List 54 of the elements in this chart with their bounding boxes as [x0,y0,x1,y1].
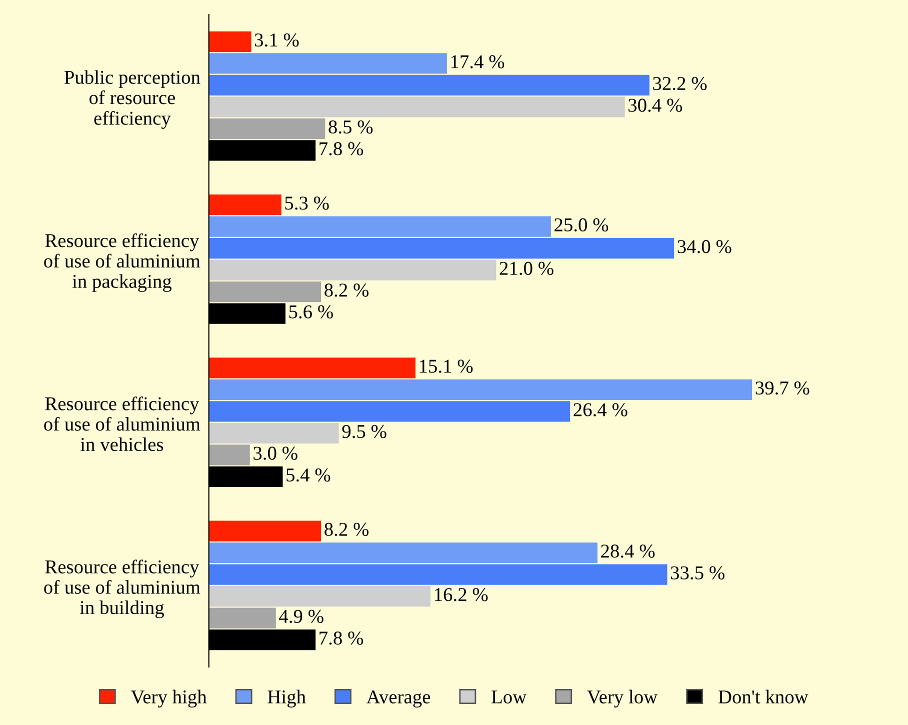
bar [208,118,326,140]
bar [208,260,496,280]
legend-label: Low [492,690,527,704]
data-label: 8.2 % [324,522,369,536]
bar [208,53,447,74]
bar [208,238,674,259]
bar [208,401,570,422]
data-label: 4.9 % [279,610,324,624]
data-label: 28.4 % [601,544,655,558]
data-label: 7.8 % [320,142,364,156]
data-label: 30.4 % [628,98,682,112]
data-label: 5.6 % [289,305,333,319]
data-label: 7.8 % [320,632,364,645]
bar [208,379,752,400]
y-tick-label: Resource efficiency of use of aluminium in packaging [44,233,200,292]
data-label: 25.0 % [554,218,608,232]
data-label: 9.5 % [342,424,386,438]
data-label: 3.1 % [254,33,299,47]
bar [208,96,625,118]
y-tick-label: Public perception of resource efficiency [64,70,200,129]
bar [208,564,668,585]
bar [208,216,551,237]
data-label: 26.4 % [574,403,628,416]
bar [208,74,650,96]
data-label: 8.2 % [324,284,369,297]
legend-label: High [268,690,306,708]
legend-label: Average [366,690,430,708]
data-label: 34.0 % [678,240,732,254]
data-label: 17.4 % [451,55,504,68]
bar [208,586,431,607]
data-label: 32.2 % [653,76,707,90]
data-label: 16.2 % [435,588,488,602]
legend-label: Very low [587,690,658,708]
bar [208,281,322,302]
bar [208,31,252,52]
legend-label: Don't know [718,690,808,704]
bar [208,444,250,466]
bar [208,608,276,628]
data-label: 33.5 % [670,566,724,580]
data-label: 8.5 % [328,120,373,134]
data-label: 5.3 % [285,196,329,210]
y-tick-label: Resource efficiency of use of aluminium in vehicles [44,396,200,452]
y-tick-label: Resource efficiency of use of aluminium in building [44,560,200,618]
bar [208,520,322,542]
bar [208,422,339,444]
bar [208,194,282,216]
data-label: 15.1 % [420,360,473,373]
data-label: 5.4 % [286,468,330,482]
data-label: 39.7 % [756,381,810,395]
data-label: 21.0 % [500,262,554,276]
legend-label: Very high [130,690,207,708]
bar [208,542,598,564]
data-label: 3.0 % [254,446,298,460]
bar [208,358,416,378]
